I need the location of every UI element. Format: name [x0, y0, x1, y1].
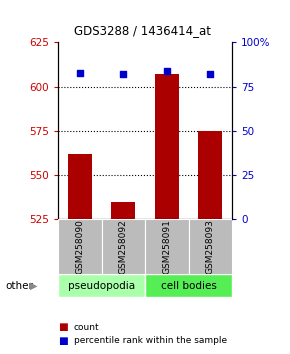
- Text: ▶: ▶: [30, 281, 37, 291]
- Point: [208, 72, 213, 77]
- Bar: [58, 274, 145, 297]
- Point: [121, 72, 126, 77]
- Bar: [188, 219, 232, 274]
- Point: [77, 70, 82, 75]
- Bar: [198, 131, 222, 219]
- Bar: [58, 219, 102, 274]
- Text: GSM258092: GSM258092: [119, 219, 128, 274]
- Bar: [145, 219, 188, 274]
- Bar: [102, 219, 145, 274]
- Bar: [111, 202, 135, 219]
- Point: [164, 68, 169, 74]
- Bar: [155, 74, 179, 219]
- Text: GSM258091: GSM258091: [162, 219, 171, 274]
- Text: count: count: [74, 323, 99, 332]
- Text: cell bodies: cell bodies: [161, 281, 216, 291]
- Bar: [68, 154, 92, 219]
- Text: ■: ■: [58, 322, 68, 332]
- Text: GSM258090: GSM258090: [75, 219, 84, 274]
- Bar: [145, 274, 232, 297]
- Text: GDS3288 / 1436414_at: GDS3288 / 1436414_at: [74, 24, 211, 37]
- Text: pseudopodia: pseudopodia: [68, 281, 135, 291]
- Text: ■: ■: [58, 336, 68, 346]
- Text: percentile rank within the sample: percentile rank within the sample: [74, 336, 227, 345]
- Text: other: other: [6, 281, 34, 291]
- Text: GSM258093: GSM258093: [206, 219, 215, 274]
